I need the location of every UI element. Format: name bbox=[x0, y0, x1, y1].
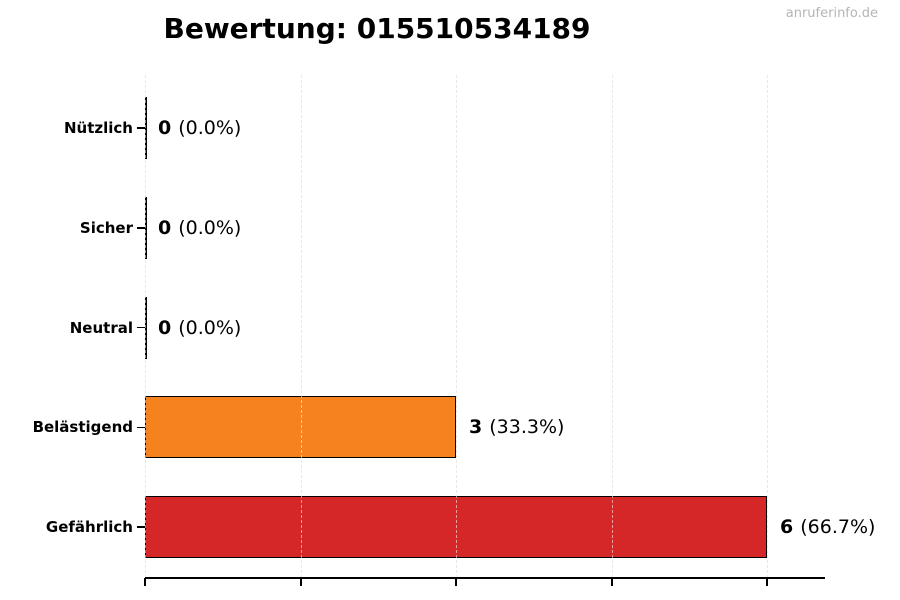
gridline-overlay bbox=[300, 75, 302, 578]
y-axis-tick bbox=[137, 426, 145, 428]
y-axis-tick bbox=[137, 127, 145, 129]
value-percent: (0.0%) bbox=[178, 117, 242, 139]
x-axis-tick bbox=[144, 578, 146, 586]
value-count: 3 bbox=[469, 416, 483, 439]
value-percent: (0.0%) bbox=[178, 316, 242, 339]
value-count: 6 bbox=[780, 516, 794, 538]
value-label-belästigend: 3 (33.3%) bbox=[469, 416, 564, 438]
x-axis-line bbox=[145, 577, 825, 579]
x-axis-tick bbox=[610, 578, 613, 586]
x-axis-tick bbox=[299, 578, 302, 586]
gridline-overlay bbox=[767, 75, 769, 578]
gridline-overlay bbox=[456, 75, 457, 578]
chart-title: Bewertung: 015510534189 bbox=[163, 12, 591, 45]
zero-bar-neutral bbox=[145, 296, 147, 359]
value-percent: (33.3%) bbox=[489, 416, 565, 439]
category-label-nützlich: Nützlich bbox=[64, 119, 133, 137]
value-count: 0 bbox=[158, 216, 172, 239]
category-label-belästigend: Belästigend bbox=[32, 418, 133, 437]
y-axis-tick bbox=[137, 227, 145, 229]
value-percent: (0.0%) bbox=[178, 216, 242, 239]
value-label-sicher: 0 (0.0%) bbox=[158, 217, 241, 239]
category-label-sicher: Sicher bbox=[79, 218, 133, 237]
x-axis-tick bbox=[455, 578, 457, 586]
gridline-overlay bbox=[611, 75, 613, 578]
x-axis-tick bbox=[766, 578, 769, 586]
value-count: 0 bbox=[158, 117, 172, 139]
value-label-neutral: 0 (0.0%) bbox=[158, 317, 241, 339]
zero-bar-sicher bbox=[145, 196, 147, 259]
value-count: 0 bbox=[158, 316, 172, 339]
y-axis-tick bbox=[137, 526, 145, 528]
value-label-nützlich: 0 (0.0%) bbox=[158, 117, 241, 139]
category-label-gefährlich: Gefährlich bbox=[45, 518, 133, 536]
watermark-text: anruferinfo.de bbox=[785, 6, 878, 21]
value-percent: (66.7%) bbox=[800, 516, 876, 538]
value-label-gefährlich: 6 (66.7%) bbox=[780, 516, 875, 538]
zero-bar-nützlich bbox=[145, 97, 147, 159]
gridline-overlay bbox=[145, 75, 146, 578]
y-axis-tick bbox=[137, 326, 145, 329]
category-label-neutral: Neutral bbox=[69, 318, 133, 337]
